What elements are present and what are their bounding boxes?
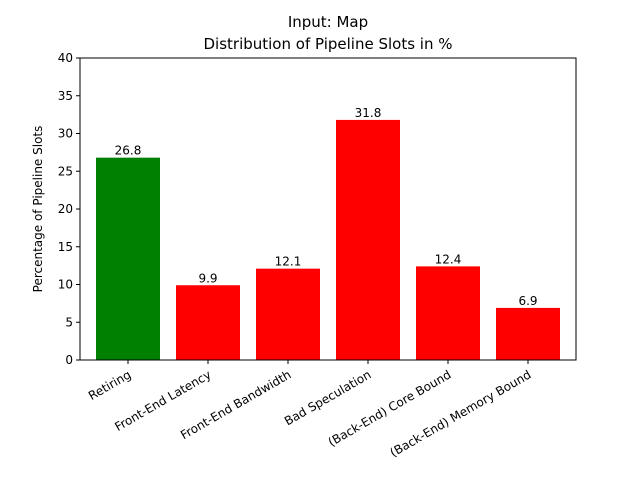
chart-subtitle: Distribution of Pipeline Slots in % [203, 35, 452, 53]
y-tick-label-4: 20 [58, 202, 73, 216]
y-tick-label-7: 35 [58, 89, 73, 103]
y-tick-label-2: 10 [58, 278, 73, 292]
bar-labels-group: 26.8 9.9 12.1 31.8 12.4 6.9 [115, 106, 538, 308]
chart-title: Input: Map [288, 13, 368, 31]
y-tick-label-8: 40 [58, 51, 73, 65]
bar-value-label-0: 26.8 [115, 144, 142, 158]
bar-3 [336, 119, 400, 360]
y-tick-label-1: 5 [65, 315, 73, 329]
bar-value-label-2: 12.1 [275, 255, 302, 269]
bar-value-label-1: 9.9 [198, 271, 217, 285]
y-axis-label: Percentage of Pipeline Slots [31, 126, 45, 293]
y-axis: 0 5 10 15 20 25 30 35 40 [58, 51, 80, 367]
bar-4 [416, 266, 480, 360]
bar-1 [176, 285, 240, 360]
y-tick-label-3: 15 [58, 240, 73, 254]
x-tick-label-5: (Back-End) Memory Bound [388, 367, 534, 459]
bar-5 [496, 307, 560, 360]
plot-frame [79, 57, 577, 361]
bar-value-label-4: 12.4 [435, 252, 462, 266]
x-tick-label-0: Retiring [86, 367, 133, 402]
bar-0 [96, 157, 160, 360]
y-tick-label-5: 25 [58, 164, 73, 178]
bars-group [96, 119, 560, 360]
y-tick-label-6: 30 [58, 127, 73, 141]
bar-value-label-5: 6.9 [518, 294, 537, 308]
bar-value-label-3: 31.8 [355, 106, 382, 120]
bar-2 [256, 268, 320, 360]
y-tick-label-0: 0 [65, 353, 73, 367]
